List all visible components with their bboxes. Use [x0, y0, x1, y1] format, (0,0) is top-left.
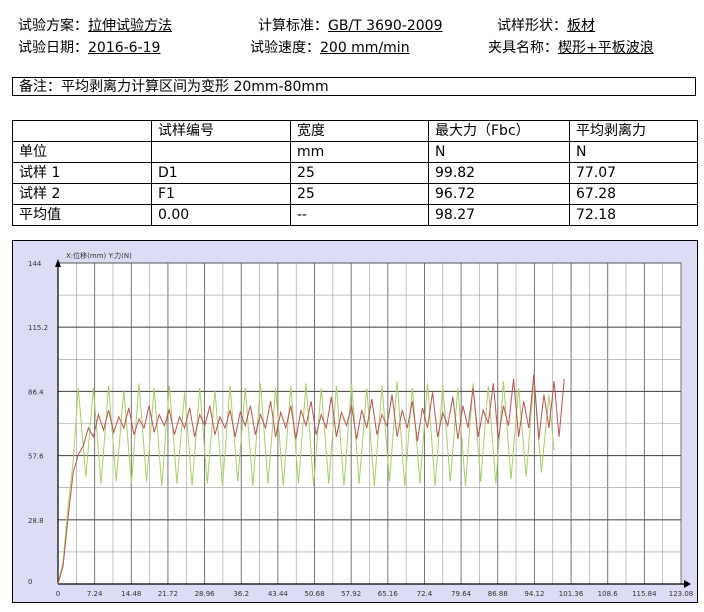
- y-tick-label: 28.8: [28, 517, 44, 525]
- test-date: 试验日期：2016-6-19: [18, 37, 160, 57]
- header-cell: [12, 120, 152, 142]
- x-tick-label: 36.2: [233, 590, 249, 598]
- scheme-label: 试验方案：: [18, 18, 88, 34]
- table-header-row: 试样编号 宽度 最大力（Fbc） 平均剥离力: [12, 120, 698, 142]
- cell: 67.28: [569, 183, 698, 205]
- cell: 96.72: [428, 183, 570, 205]
- cell: 试样 2: [12, 183, 152, 205]
- y-tick-label: 0: [28, 578, 32, 586]
- x-axis-arrow-icon: [684, 580, 691, 588]
- x-tick-label: 108.6: [598, 590, 619, 598]
- y-axis-arrow-icon: [55, 259, 61, 267]
- force-displacement-chart: 0 7.24 14.48 21.72 28.96 36.2 43.44 50.68 57.92 6…: [28, 251, 694, 598]
- cell: 72.18: [569, 204, 698, 226]
- fixture-label: 夹具名称：: [488, 40, 558, 56]
- header-cell: 平均剥离力: [569, 120, 698, 142]
- cell: N: [428, 141, 570, 163]
- x-tick-label: 57.92: [341, 590, 361, 598]
- y-tick-label: 57.6: [28, 453, 44, 461]
- cell: 单位: [12, 141, 152, 163]
- test-speed: 试验速度：200 mm/min: [250, 37, 410, 57]
- x-tick-label: 65.16: [378, 590, 399, 598]
- speed-label: 试验速度：: [250, 40, 320, 56]
- shape-label: 试样形状：: [497, 18, 567, 34]
- x-tick-label: 28.96: [195, 590, 216, 598]
- y-tick-label: 144: [28, 260, 42, 268]
- cell: 0.00: [151, 204, 291, 226]
- table-row: 试样 2 F1 25 96.72 67.28: [12, 183, 698, 205]
- header-cell: 宽度: [290, 120, 429, 142]
- date-value: 2016-6-19: [88, 40, 161, 56]
- remark-box: 备注：平均剥离力计算区间为变形 20mm-80mm: [12, 77, 696, 96]
- y-tick-label: 86.4: [28, 388, 44, 396]
- x-tick-label: 50.68: [305, 590, 325, 598]
- x-tick-label: 86.88: [488, 590, 508, 598]
- fixture-value: 楔形+平板波浪: [558, 40, 654, 56]
- cell: 77.07: [569, 162, 698, 184]
- scheme-value: 拉伸试验方法: [88, 18, 172, 34]
- sample-shape: 试样形状：板材: [497, 15, 595, 35]
- test-scheme: 试验方案：拉伸试验方法: [18, 15, 172, 35]
- speed-value: 200 mm/min: [320, 40, 410, 56]
- cell: mm: [290, 141, 429, 163]
- cell: 98.27: [428, 204, 570, 226]
- header-cell: 最大力（Fbc）: [428, 120, 570, 142]
- table-row: 平均值 0.00 -- 98.27 72.18: [12, 204, 698, 226]
- x-tick-label: 123.08: [669, 590, 694, 598]
- x-tick-label: 79.64: [451, 590, 472, 598]
- x-tick-label: 94.12: [524, 590, 544, 598]
- calc-standard: 计算标准：GB/T 3690-2009: [258, 15, 442, 35]
- table-row: 单位 mm N N: [12, 141, 698, 163]
- x-tick-label: 0: [56, 590, 60, 598]
- axis-caption: X:位移(mm) Y:力(N): [66, 251, 132, 260]
- series-line-2: [57, 374, 565, 585]
- chart-frame: 0 7.24 14.48 21.72 28.96 36.2 43.44 50.68 57.92 6…: [12, 240, 698, 603]
- x-tick-label: 43.44: [268, 590, 289, 598]
- x-tick-label: 115.84: [632, 590, 657, 598]
- cell: 25: [290, 162, 429, 184]
- standard-value: GB/T 3690-2009: [328, 18, 443, 34]
- cell: D1: [151, 162, 291, 184]
- results-table: 试样编号 宽度 最大力（Fbc） 平均剥离力 单位 mm N N 试样 1 D1 25 99…: [12, 120, 698, 226]
- x-tick-label: 7.24: [87, 590, 103, 598]
- x-tick-label: 101.36: [559, 590, 584, 598]
- x-tick-label: 72.4: [417, 590, 433, 598]
- cell: --: [290, 204, 429, 226]
- cell: 25: [290, 183, 429, 205]
- standard-label: 计算标准：: [258, 18, 328, 34]
- cell: [151, 141, 291, 163]
- date-label: 试验日期：: [18, 40, 88, 56]
- cell: 99.82: [428, 162, 570, 184]
- fixture-name: 夹具名称：楔形+平板波浪: [488, 37, 654, 57]
- y-tick-label: 115.2: [28, 324, 48, 332]
- cell: N: [569, 141, 698, 163]
- x-tick-label: 21.72: [158, 590, 178, 598]
- cell: F1: [151, 183, 291, 205]
- header-cell: 试样编号: [151, 120, 291, 142]
- cell: 试样 1: [12, 162, 152, 184]
- cell: 平均值: [12, 204, 152, 226]
- shape-value: 板材: [567, 18, 595, 34]
- table-row: 试样 1 D1 25 99.82 77.07: [12, 162, 698, 184]
- x-tick-label: 14.48: [121, 590, 141, 598]
